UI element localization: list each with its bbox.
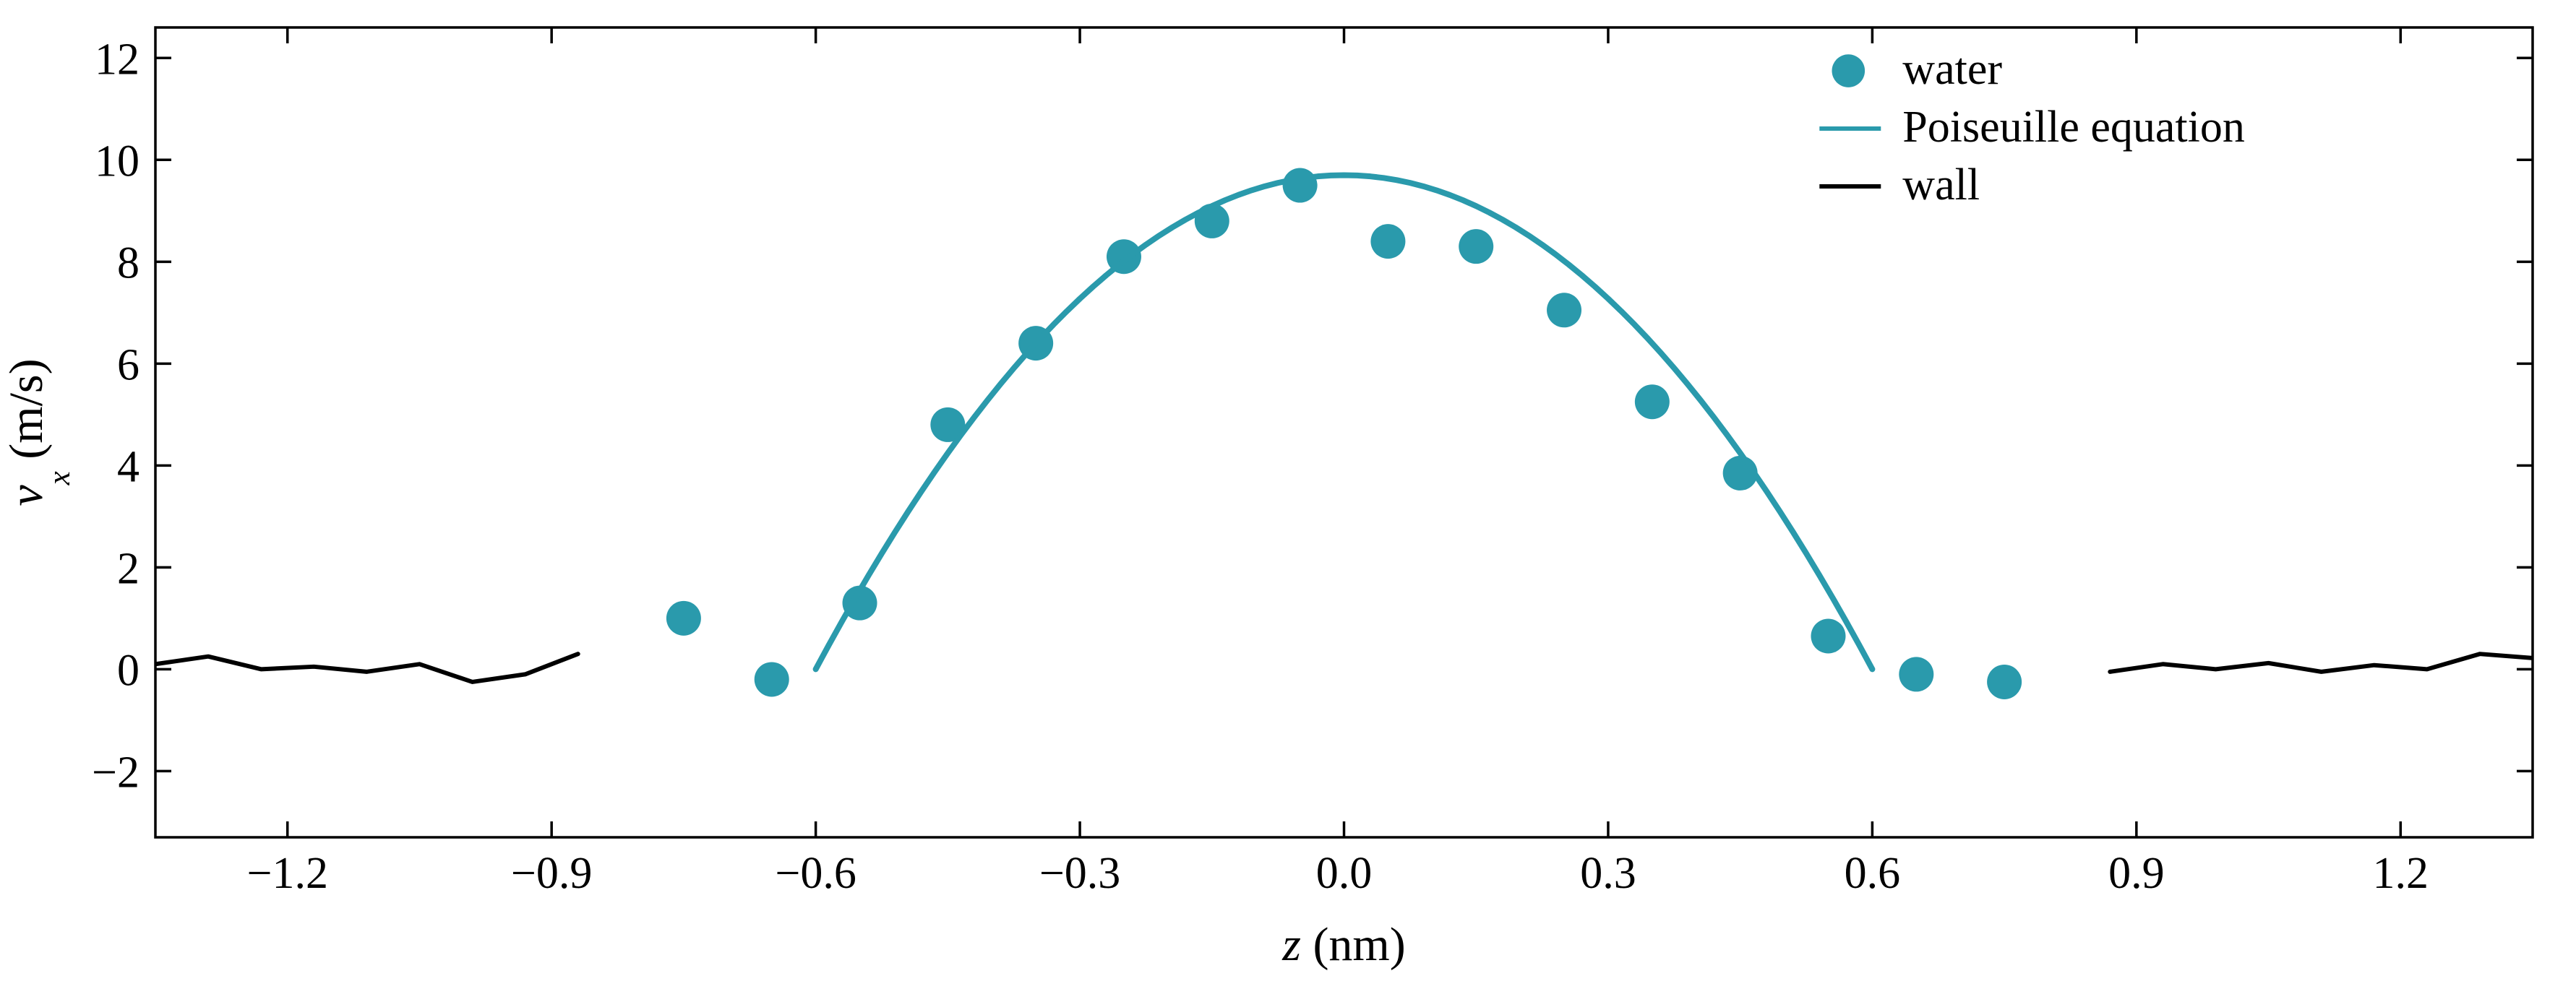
- chart-svg: −1.2 −0.9 −0.6 −0.3 0.0 0.3 0.6 0.9 1.2 −2 0 2 4 6 8 10…: [0, 0, 2576, 985]
- legend-label: Poiseuille equation: [1902, 103, 2245, 152]
- water-point: [1370, 224, 1405, 259]
- water-point: [1547, 293, 1581, 327]
- legend-label: water: [1902, 45, 2002, 94]
- wall-left-line: [155, 654, 578, 682]
- water-point: [1811, 619, 1845, 654]
- legend-marker-icon: [1832, 54, 1866, 87]
- legend-label: wall: [1902, 160, 1980, 210]
- x-tick-label: −0.6: [775, 849, 856, 898]
- water-point: [1899, 657, 1933, 691]
- x-tick-label: 0.3: [1580, 849, 1636, 898]
- x-tick-label: −1.2: [246, 849, 327, 898]
- y-tick-label: 12: [95, 35, 139, 84]
- legend: water Poiseuille equation wall: [1819, 45, 2245, 210]
- x-tick-label: 0.6: [1845, 849, 1901, 898]
- water-point: [666, 601, 701, 636]
- x-tick-label: 0.9: [2108, 849, 2165, 898]
- poiseuille-line: [816, 175, 1873, 669]
- water-point: [1283, 168, 1318, 203]
- y-tick-label: 4: [117, 442, 139, 491]
- x-axis-label: z (nm): [1281, 918, 1405, 971]
- y-tick-label: 10: [95, 137, 139, 186]
- x-tick-label: −0.9: [511, 849, 592, 898]
- wall-right-line: [2110, 654, 2533, 672]
- x-tick-label: 0.0: [1316, 849, 1373, 898]
- water-point: [1987, 665, 2022, 699]
- x-tick-label: −0.3: [1039, 849, 1120, 898]
- y-axis-label: vx (m/s): [0, 358, 77, 506]
- y-tick-label: 8: [117, 238, 139, 288]
- velocity-profile-chart: −1.2 −0.9 −0.6 −0.3 0.0 0.3 0.6 0.9 1.2 −2 0 2 4 6 8 10…: [0, 0, 2576, 989]
- water-point: [1635, 384, 1670, 419]
- x-tick-label: 1.2: [2373, 849, 2429, 898]
- y-tick-label: 0: [117, 646, 139, 695]
- water-point: [755, 662, 789, 696]
- plot-area: [155, 168, 2533, 699]
- y-tick-label: 2: [117, 544, 139, 593]
- water-point: [1459, 229, 1493, 264]
- y-tick-label: 6: [117, 340, 139, 389]
- y-tick-label: −2: [92, 748, 139, 797]
